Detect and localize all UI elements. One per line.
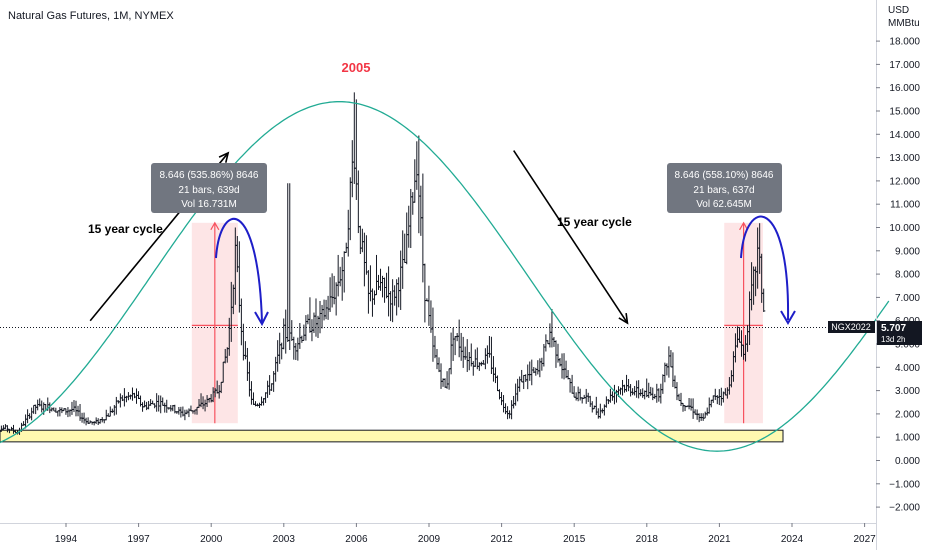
measure-arrowhead-1 bbox=[210, 221, 220, 231]
x-tick-label: 2009 bbox=[418, 534, 441, 545]
time-axis[interactable]: 1994 1997 2000 2003 2006 2009 2012 2015 2018 2021… bbox=[55, 523, 876, 545]
arrow-shaft bbox=[513, 150, 629, 324]
peak-year-label: 2005 bbox=[342, 60, 371, 75]
y-tick-label: 7.000 bbox=[895, 293, 920, 304]
support-band-layer bbox=[0, 429, 784, 443]
x-tick-label: 1994 bbox=[55, 534, 78, 545]
y-tick-label: 15.000 bbox=[889, 107, 920, 118]
y-tick-label: 12.000 bbox=[889, 176, 920, 187]
measure-right-line1: 8.646 (558.10%) 8646 bbox=[675, 170, 774, 181]
cycle-label-left: 15 year cycle bbox=[88, 222, 163, 236]
x-tick-label: 2012 bbox=[490, 534, 513, 545]
y-tick-label: 10.000 bbox=[889, 223, 920, 234]
measure-left-line2: 21 bars, 639d bbox=[178, 185, 239, 196]
measure-left-line1: 8.646 (535.86%) 8646 bbox=[160, 170, 259, 181]
chart-title: Natural Gas Futures, 1M, NYMEX bbox=[8, 10, 174, 22]
ohlc-bar bbox=[762, 288, 766, 312]
price-bars bbox=[0, 92, 766, 435]
arrow-head bbox=[218, 151, 230, 163]
cycle-curve bbox=[0, 101, 890, 452]
measure-left-line3: Vol 16.731M bbox=[181, 199, 237, 210]
arrow-head bbox=[618, 313, 629, 325]
x-tick-label: 2021 bbox=[708, 534, 731, 545]
x-tick-label: 2006 bbox=[345, 534, 368, 545]
last-price-tag[interactable]: NGX2022 5.707 13d 2h bbox=[828, 321, 922, 345]
cycle-curve-layer bbox=[0, 101, 890, 452]
measure-arrowhead-2 bbox=[739, 221, 749, 231]
y-tick-label: 18.000 bbox=[889, 37, 920, 48]
currency-label: USD bbox=[888, 5, 909, 16]
measure-box-left[interactable]: 8.646 (535.86%) 8646 21 bars, 639d Vol 1… bbox=[151, 163, 267, 213]
y-tick-label: −2.000 bbox=[889, 503, 920, 514]
support-zone bbox=[0, 429, 784, 443]
measure-right-line3: Vol 62.645M bbox=[696, 199, 752, 210]
y-tick-label: 16.000 bbox=[889, 83, 920, 94]
cycle-down-arrow bbox=[513, 150, 629, 325]
y-tick-label: 13.000 bbox=[889, 153, 920, 164]
measure-box-right[interactable]: 8.646 (558.10%) 8646 21 bars, 637d Vol 6… bbox=[667, 163, 782, 213]
x-tick-label: 2027 bbox=[853, 534, 876, 545]
countdown-value: 13d 2h bbox=[881, 335, 905, 344]
y-tick-label: 11.000 bbox=[890, 200, 920, 211]
y-tick-label: 2.000 bbox=[895, 409, 920, 420]
x-tick-label: 2000 bbox=[200, 534, 223, 545]
x-tick-label: 2015 bbox=[563, 534, 586, 545]
x-tick-label: 1997 bbox=[127, 534, 150, 545]
measure-right-line2: 21 bars, 637d bbox=[693, 185, 754, 196]
y-tick-label: 17.000 bbox=[889, 60, 920, 71]
blue-arrow-right bbox=[740, 215, 796, 325]
y-tick-label: 8.000 bbox=[895, 270, 920, 281]
cycle-label-right: 15 year cycle bbox=[557, 215, 632, 229]
last-price-value: 5.707 bbox=[881, 323, 906, 334]
y-tick-label: 14.000 bbox=[889, 130, 920, 141]
y-tick-label: 1.000 bbox=[895, 433, 920, 444]
y-tick-label: 3.000 bbox=[895, 386, 920, 397]
x-tick-label: 2003 bbox=[273, 534, 296, 545]
y-tick-label: 4.000 bbox=[895, 363, 920, 374]
y-tick-label: 0.000 bbox=[895, 456, 920, 467]
y-tick-label: −1.000 bbox=[889, 479, 920, 490]
x-tick-label: 2018 bbox=[636, 534, 659, 545]
blue-arrow-left bbox=[215, 217, 269, 327]
y-tick-label: 9.000 bbox=[895, 246, 920, 257]
x-tick-label: 2024 bbox=[781, 534, 804, 545]
symbol-tag: NGX2022 bbox=[831, 322, 871, 332]
unit-label: MMBtu bbox=[888, 18, 920, 29]
